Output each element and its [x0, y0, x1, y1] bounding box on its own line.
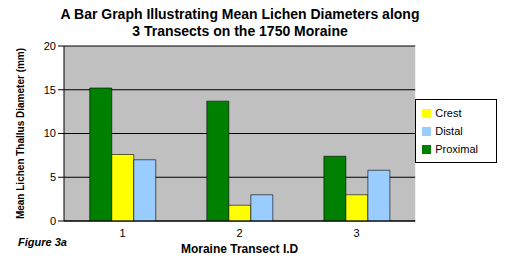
html-text:Proximal: Proximal — [435, 142, 478, 155]
svg-text:Mean Lichen Thallus Diameter (: Mean Lichen Thallus Diameter (mm) — [15, 48, 26, 219]
html-text:A Bar Graph Illustrating Mean: A Bar Graph Illustrating Mean Lichen Dia… — [60, 6, 420, 39]
svg-text:20: 20 — [44, 40, 56, 52]
svg-text:Moraine Transect I.D: Moraine Transect I.D — [181, 242, 299, 256]
html-text:Figure 3a: Figure 3a — [18, 236, 67, 248]
svg-text:10: 10 — [44, 127, 56, 139]
svg-text:5: 5 — [50, 171, 56, 183]
svg-text:3: 3 — [354, 227, 360, 239]
svg-text:2: 2 — [237, 227, 243, 239]
html-text:Distal: Distal — [435, 124, 463, 137]
svg-text:15: 15 — [44, 84, 56, 96]
html-text:Crest: Crest — [435, 106, 462, 119]
svg-text:1: 1 — [119, 227, 125, 239]
svg-text:0: 0 — [50, 215, 56, 227]
